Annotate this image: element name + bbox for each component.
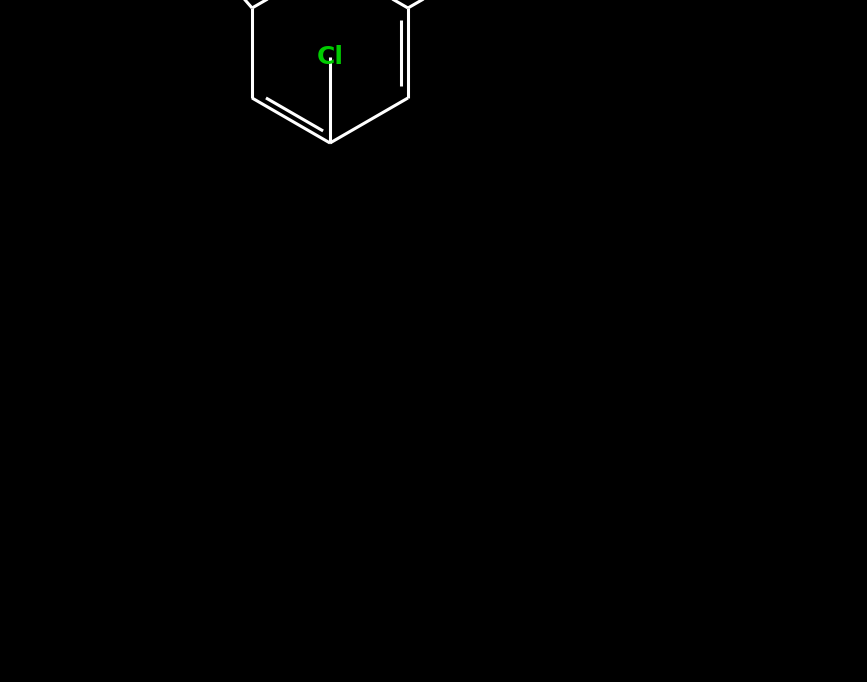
Text: Cl: Cl bbox=[316, 45, 343, 69]
